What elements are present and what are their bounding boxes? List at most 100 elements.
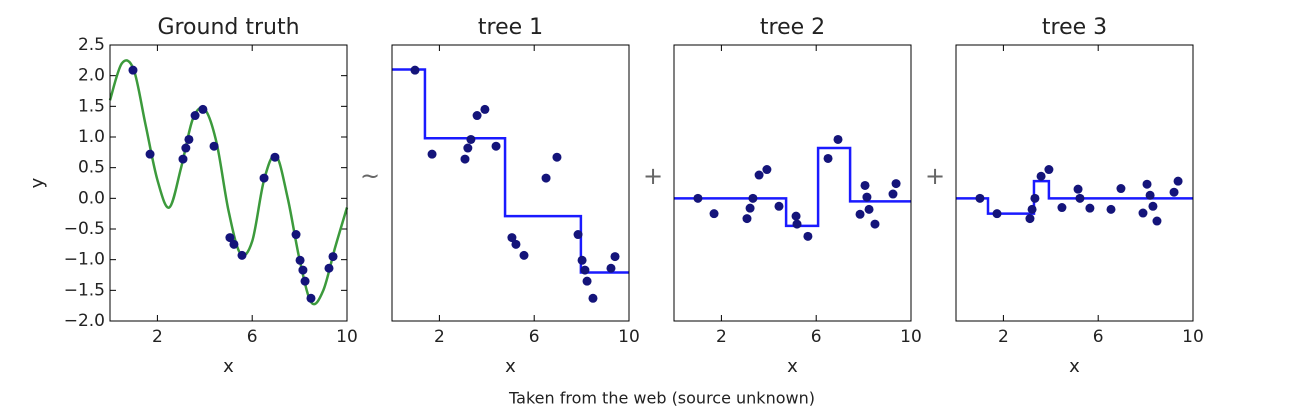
data-point — [184, 134, 194, 144]
x-tick-label: 6 — [529, 327, 540, 347]
x-tick-label: 6 — [247, 327, 258, 347]
data-point — [823, 153, 833, 163]
data-point — [1142, 179, 1152, 189]
data-point — [791, 211, 801, 221]
y-tick-label: 1.5 — [78, 96, 105, 116]
curve — [108, 59, 349, 306]
operator: + — [643, 162, 663, 190]
data-point — [519, 250, 529, 260]
data-point — [460, 154, 470, 164]
x-tick-label: 10 — [1182, 327, 1204, 347]
operator: ~ — [360, 162, 380, 190]
data-point — [259, 173, 269, 183]
data-point — [742, 214, 752, 224]
data-point — [209, 141, 219, 151]
data-point — [891, 179, 901, 189]
data-point — [745, 203, 755, 213]
data-point — [862, 192, 872, 202]
data-point — [762, 165, 772, 175]
plot-frame — [391, 44, 630, 322]
data-point — [610, 252, 620, 262]
data-point — [975, 193, 985, 203]
data-point — [178, 154, 188, 164]
y-tick-label: 2.0 — [78, 66, 105, 86]
data-point — [1073, 184, 1083, 194]
step-line — [392, 68, 629, 274]
data-point — [306, 293, 316, 303]
panel-title: tree 1 — [478, 15, 543, 40]
plot-frame — [109, 44, 348, 322]
data-point — [463, 143, 473, 153]
data-point — [128, 65, 138, 75]
data-point — [855, 209, 865, 219]
data-point — [511, 239, 521, 249]
y-tick-label: 1.0 — [78, 127, 105, 147]
y-tick-label: −1.5 — [64, 280, 105, 300]
data-point — [480, 104, 490, 114]
data-point — [1173, 176, 1183, 186]
x-axis-label: x — [223, 356, 234, 377]
data-point — [1030, 193, 1040, 203]
x-tick-label: 6 — [1093, 327, 1104, 347]
data-point — [1075, 193, 1085, 203]
data-point — [1169, 187, 1179, 197]
data-point — [1085, 203, 1095, 213]
data-point — [606, 263, 616, 273]
x-tick-label: 2 — [434, 327, 445, 347]
plot-frame — [673, 44, 912, 322]
data-point — [324, 263, 334, 273]
data-point — [145, 149, 155, 159]
data-point — [410, 65, 420, 75]
y-tick-label: −2.0 — [64, 311, 105, 331]
data-point — [582, 276, 592, 286]
data-point — [270, 152, 280, 162]
data-point — [1057, 203, 1067, 213]
data-point — [774, 201, 784, 211]
panel-title: tree 2 — [760, 15, 825, 40]
x-tick-label: 10 — [336, 327, 358, 347]
data-point — [229, 239, 239, 249]
x-axis-label: x — [505, 356, 516, 377]
y-tick-label: 0.5 — [78, 158, 105, 178]
data-point — [833, 134, 843, 144]
x-axis-label: x — [1069, 356, 1080, 377]
operator: + — [925, 162, 945, 190]
data-point — [198, 104, 208, 114]
data-point — [300, 276, 310, 286]
y-axis-label: y — [27, 177, 48, 188]
x-tick-label: 10 — [618, 327, 640, 347]
data-point — [748, 193, 758, 203]
panel-title: Ground truth — [157, 15, 299, 40]
data-point — [328, 252, 338, 262]
data-point — [181, 143, 191, 153]
y-tick-label: −0.5 — [64, 219, 105, 239]
data-point — [427, 149, 437, 159]
data-point — [992, 209, 1002, 219]
x-axis-label: x — [787, 356, 798, 377]
data-point — [1116, 184, 1126, 194]
data-point — [754, 170, 764, 180]
data-point — [577, 255, 587, 265]
data-point — [491, 141, 501, 151]
data-point — [1044, 165, 1054, 175]
data-point — [803, 231, 813, 241]
data-point — [1036, 171, 1046, 181]
caption: Taken from the web (source unknown) — [508, 389, 815, 408]
data-point — [573, 230, 583, 240]
data-point — [888, 189, 898, 199]
data-point — [291, 230, 301, 240]
data-point — [190, 111, 200, 121]
x-tick-label: 2 — [716, 327, 727, 347]
data-point — [295, 255, 305, 265]
data-point — [709, 209, 719, 219]
y-tick-label: −1.0 — [64, 250, 105, 270]
data-point — [1106, 204, 1116, 214]
data-point — [792, 219, 802, 229]
data-point — [237, 250, 247, 260]
step-line — [674, 146, 911, 228]
data-point — [1148, 201, 1158, 211]
data-point — [864, 204, 874, 214]
data-point — [298, 265, 308, 275]
data-point — [860, 180, 870, 190]
data-point — [1145, 190, 1155, 200]
